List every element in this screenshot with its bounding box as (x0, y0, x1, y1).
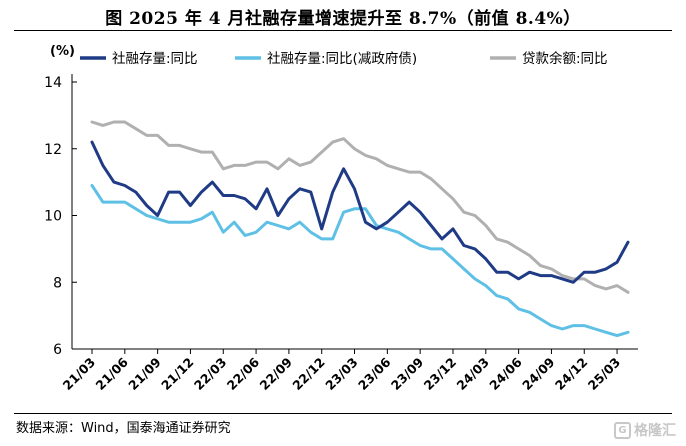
y-tick-label: 6 (53, 342, 62, 358)
x-tick-label: 21/06 (92, 354, 131, 393)
chart-legend: 社融存量:同比 社融存量:同比(减政府债) 贷款余额:同比 (80, 50, 608, 67)
y-tick-label: 12 (44, 142, 62, 158)
x-tick-label: 23/12 (421, 355, 459, 393)
x-tick-label: 23/06 (355, 354, 394, 393)
legend-label-3: 贷款余额:同比 (522, 50, 608, 67)
x-tick-label: 24/12 (552, 355, 590, 393)
y-tick-label: 14 (44, 75, 62, 91)
x-tick-label: 21/09 (125, 355, 163, 393)
data-source-note: 数据来源：Wind，国泰海通证券研究 (16, 421, 231, 436)
x-tick-label: 24/06 (486, 354, 525, 393)
x-tick-label: 22/09 (257, 355, 295, 393)
x-tick-label: 21/12 (158, 355, 196, 393)
series-line-3 (90, 120, 630, 294)
chart-series-group (90, 120, 630, 338)
watermark-text: 格隆汇 (634, 423, 676, 439)
watermark-icon: G (614, 421, 631, 439)
x-tick-label: 24/03 (453, 355, 491, 393)
title-divider (14, 30, 672, 31)
x-tick-label: 22/03 (191, 355, 229, 393)
x-tick-label: 24/09 (519, 355, 557, 393)
watermark-logo: G 格隆汇 (614, 420, 676, 440)
x-tick-label: 22/06 (224, 354, 263, 393)
chart-title: 图 2025 年 4 月社融存量增速提升至 8.7%（前值 8.4%） (105, 9, 581, 29)
x-tick-label: 21/03 (60, 355, 98, 393)
x-tick-label: 23/03 (322, 355, 360, 393)
footer-divider (14, 413, 672, 414)
y-tick-label: 10 (44, 209, 62, 225)
x-tick-label: 22/12 (289, 355, 327, 393)
legend-label-2: 社融存量:同比(减政府债) (267, 51, 417, 67)
x-tick-label: 23/09 (388, 355, 426, 393)
x-tick-label: 25/03 (585, 355, 623, 393)
y-axis-unit: (%) (50, 44, 75, 59)
series-line-1 (90, 140, 630, 284)
y-tick-label: 8 (53, 275, 62, 291)
legend-label-1: 社融存量:同比 (112, 51, 198, 67)
